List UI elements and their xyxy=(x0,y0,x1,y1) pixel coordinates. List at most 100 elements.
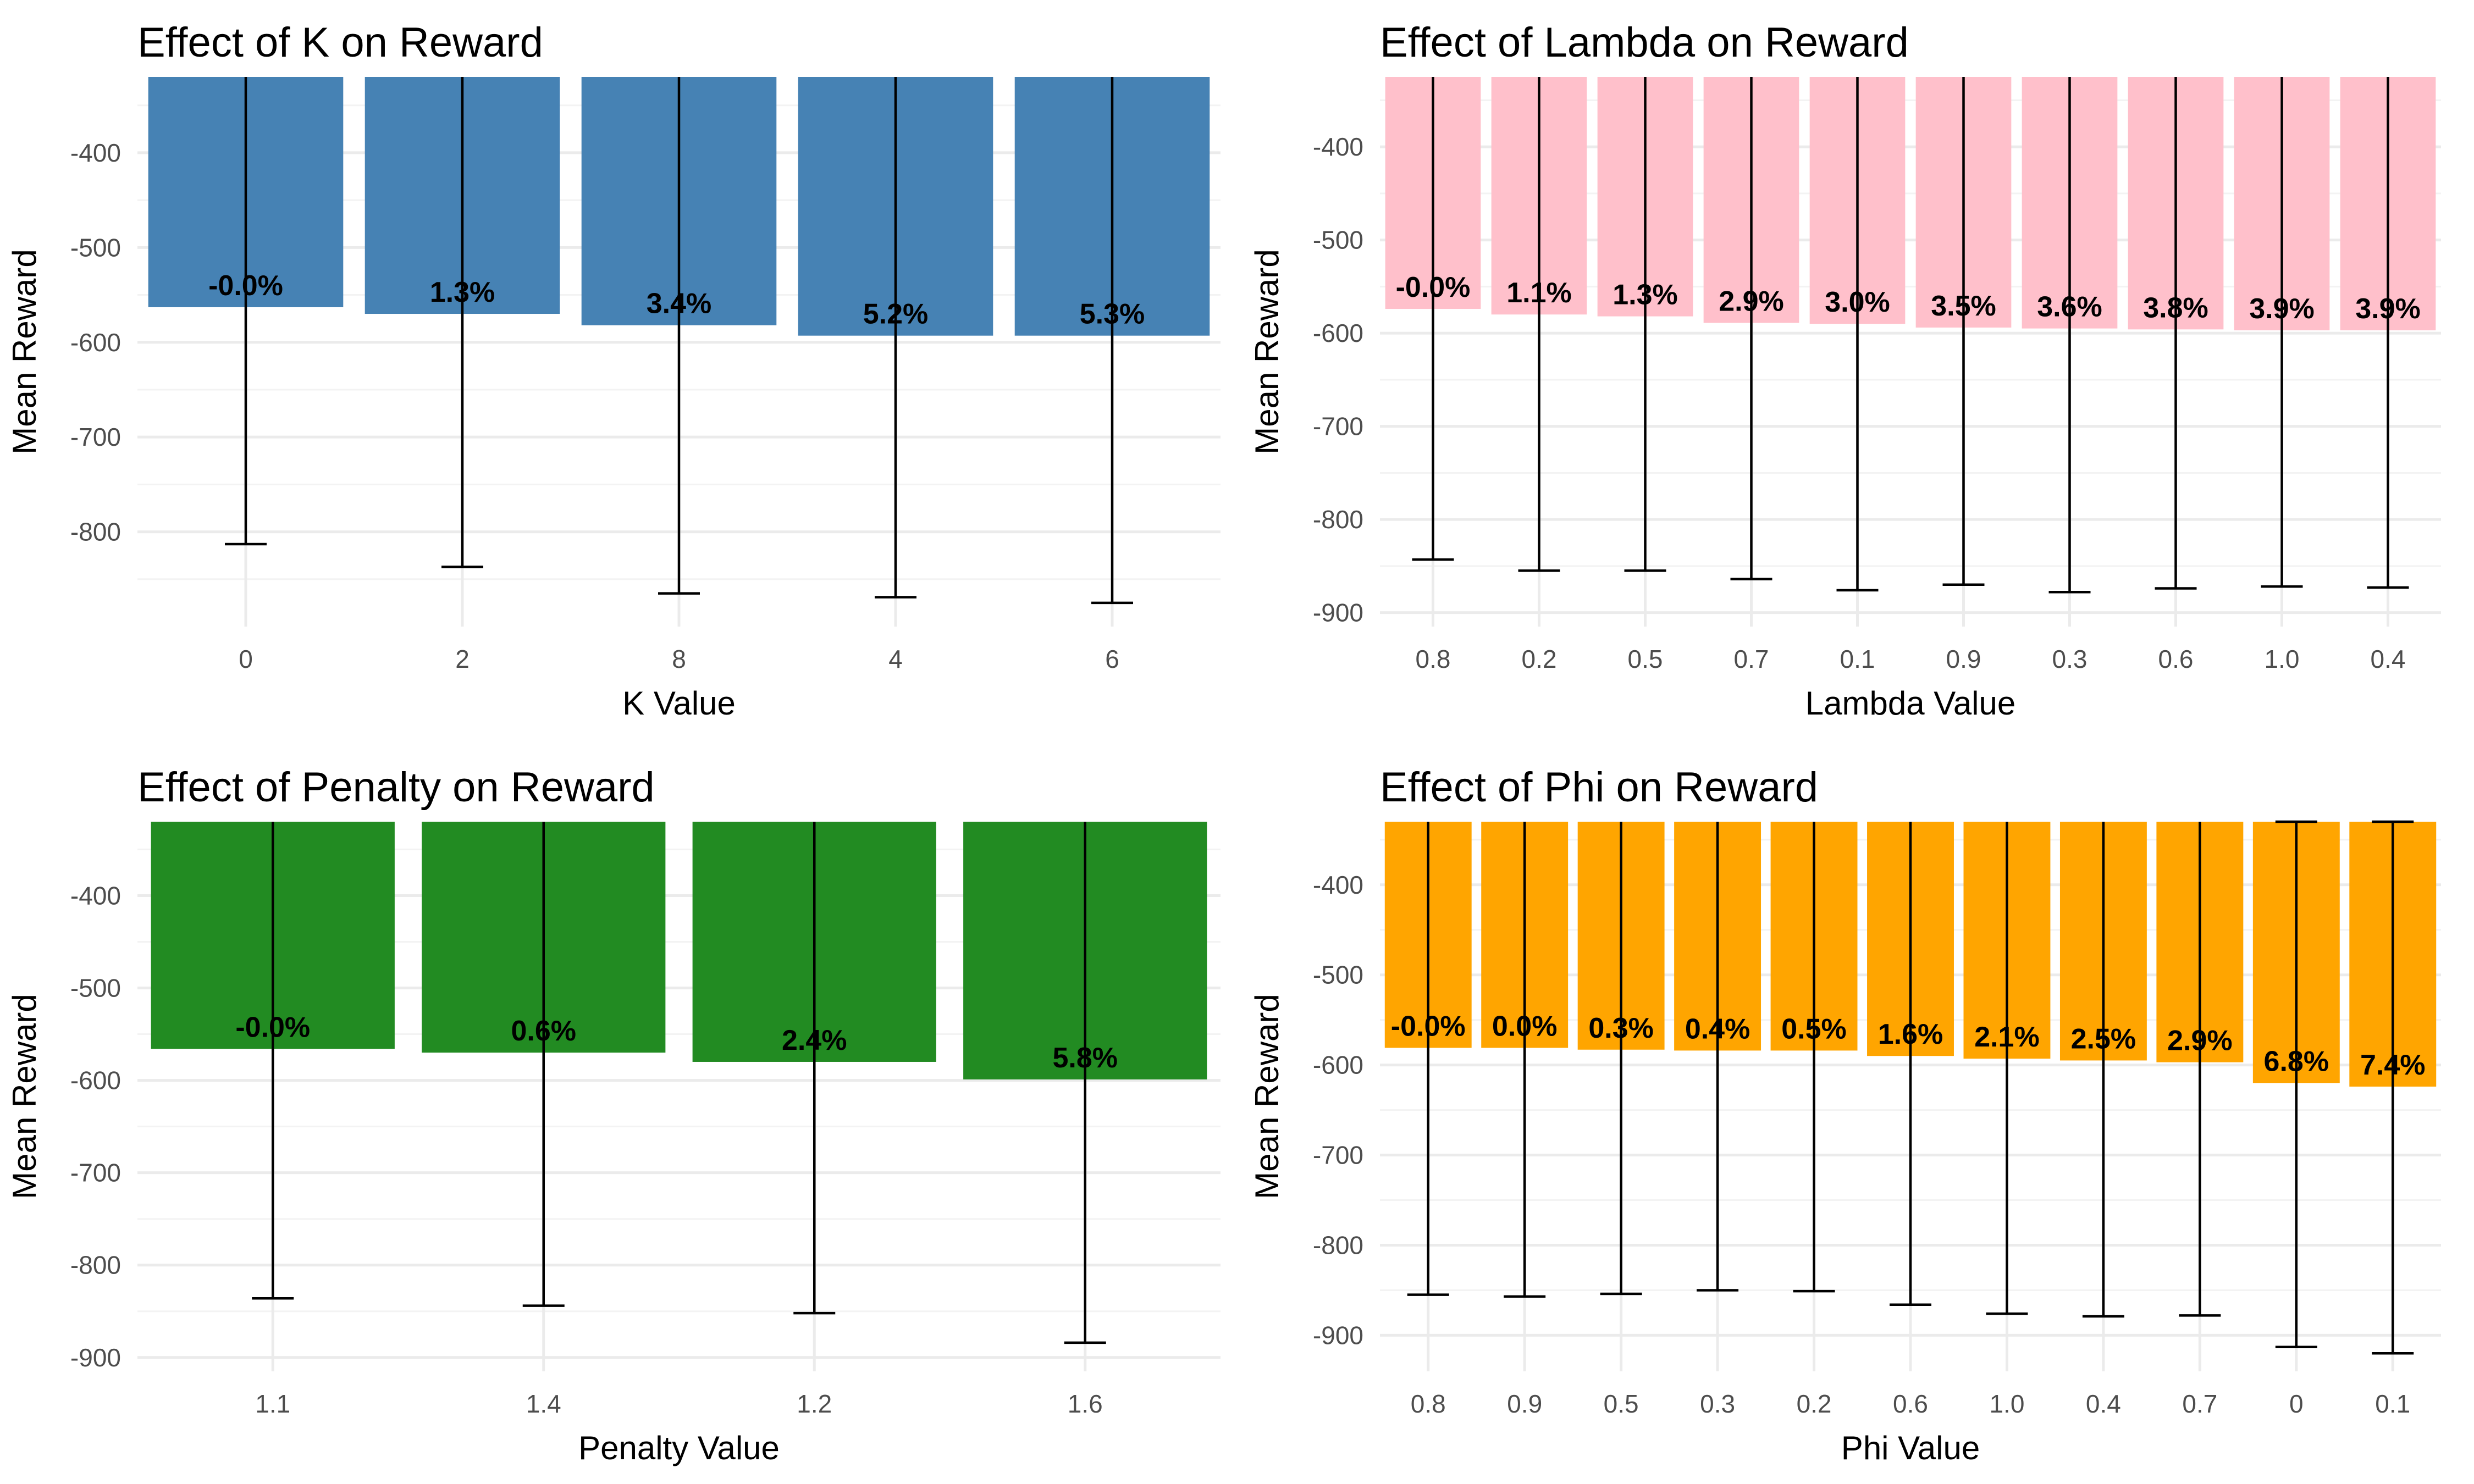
y-tick-label: -400 xyxy=(1313,871,1363,899)
y-tick-label: -600 xyxy=(70,1066,121,1095)
y-tick-label: -900 xyxy=(1313,1321,1363,1349)
bar-value-label: 3.0% xyxy=(1825,286,1890,318)
x-tick-label: 1.2 xyxy=(797,1389,832,1418)
bar-value-label: 0.0% xyxy=(1492,1010,1558,1042)
chart-penalty: -400 -500 -600 -700 -800 -900 -0.0% 0.6% 2.4% 5.8… xyxy=(6,822,1221,1466)
chart-k: -400 -500 -600 -700 -800 -0.0% 1.3% 3.4% 5.2% 5.3… xyxy=(6,77,1221,722)
x-tick-label: 0.6 xyxy=(1893,1389,1928,1418)
plot-area: -400 -500 -600 -700 -800 -900 -0.0% 0.0% 0.3% 0.4… xyxy=(1249,820,2441,1466)
bar-value-label: 6.8% xyxy=(2264,1045,2329,1077)
y-tick-label: -900 xyxy=(70,1343,121,1372)
y-tick-label: -900 xyxy=(1313,599,1363,627)
x-tick-label: 6 xyxy=(1105,645,1119,673)
plot-area: -400 -500 -600 -700 -800 -900 -0.0% 0.6% 2.4% 5.8… xyxy=(6,822,1221,1466)
bar-value-label: 5.8% xyxy=(1052,1042,1118,1074)
y-tick-label: -700 xyxy=(1313,1141,1363,1170)
bar-value-label: 2.9% xyxy=(2167,1025,2233,1057)
chart-title: Effect of Lambda on Reward xyxy=(1380,19,1909,66)
chart-title: Effect of Penalty on Reward xyxy=(137,764,655,811)
bar-value-label: 2.1% xyxy=(1974,1021,2040,1053)
bar-value-label: 1.3% xyxy=(1612,279,1678,311)
y-tick-label: -800 xyxy=(1313,505,1363,534)
y-tick-label: -400 xyxy=(70,881,121,910)
bar-value-label: 1.6% xyxy=(1878,1018,1943,1050)
panel-k: Effect of K on Reward -400 -500 -600 -700 -8… xyxy=(6,19,1237,731)
x-tick-label: 4 xyxy=(888,645,903,673)
x-tick-label: 0.7 xyxy=(1734,645,1769,673)
y-tick-label: -600 xyxy=(1313,319,1363,347)
x-tick-label: 0.9 xyxy=(1946,645,1981,673)
x-tick-label: 0.5 xyxy=(1604,1389,1639,1418)
panel-lambda: Effect of Lambda on Reward -400 -500 -600 -… xyxy=(1249,19,2458,731)
x-axis-title: K Value xyxy=(622,685,736,722)
y-tick-label: -800 xyxy=(1313,1231,1363,1259)
y-tick-label: -800 xyxy=(70,1251,121,1280)
x-tick-label: 1.6 xyxy=(1068,1389,1103,1418)
y-tick-label: -800 xyxy=(70,518,121,546)
x-tick-label: 0.1 xyxy=(2375,1389,2410,1418)
y-tick-label: -400 xyxy=(1313,132,1363,161)
bar-value-label: 3.8% xyxy=(2143,292,2208,324)
y-axis-title: Mean Reward xyxy=(1249,994,1285,1199)
x-tick-label: 0.8 xyxy=(1411,1389,1446,1418)
y-tick-label: -500 xyxy=(70,233,121,262)
x-axis-title: Penalty Value xyxy=(578,1430,780,1466)
x-axis-title: Phi Value xyxy=(1841,1430,1980,1466)
x-tick-label: 0.4 xyxy=(2086,1389,2121,1418)
bar-value-label: -0.0% xyxy=(235,1011,310,1043)
bar-value-label: 3.9% xyxy=(2249,293,2315,325)
x-tick-label: 0.1 xyxy=(1840,645,1875,673)
panel-penalty: Effect of Penalty on Reward -400 -500 -600… xyxy=(6,764,1237,1476)
x-tick-label: 0.3 xyxy=(1700,1389,1735,1418)
x-tick-label: 0.2 xyxy=(1797,1389,1832,1418)
x-tick-label: 0.9 xyxy=(1507,1389,1542,1418)
chart-lambda: -400 -500 -600 -700 -800 -900 -0.0% 1.1% 1.3% 2.9… xyxy=(1249,77,2441,722)
bar-value-label: 5.2% xyxy=(863,298,929,330)
y-tick-label: -600 xyxy=(70,328,121,357)
x-tick-label: 0 xyxy=(2289,1389,2304,1418)
x-tick-label: 1.0 xyxy=(2265,645,2300,673)
x-tick-label: 1.1 xyxy=(255,1389,290,1418)
chart-phi: -400 -500 -600 -700 -800 -900 -0.0% 0.0% 0.3% 0.4… xyxy=(1249,820,2441,1466)
bar-value-label: -0.0% xyxy=(1396,272,1471,303)
x-tick-label: 0.8 xyxy=(1416,645,1451,673)
bar-value-label: -0.0% xyxy=(1391,1010,1466,1042)
chart-title: Effect of K on Reward xyxy=(137,19,543,66)
bar-value-label: 3.6% xyxy=(2037,291,2102,323)
bar-value-label: 3.5% xyxy=(1931,290,1996,322)
bar-value-label: -0.0% xyxy=(208,270,283,302)
x-tick-label: 0.3 xyxy=(2052,645,2088,673)
x-tick-label: 0.2 xyxy=(1522,645,1557,673)
x-tick-label: 0.5 xyxy=(1628,645,1663,673)
bar-value-label: 0.5% xyxy=(1781,1013,1847,1045)
x-tick-label: 2 xyxy=(455,645,470,673)
bar-value-label: 7.4% xyxy=(2360,1049,2426,1081)
panel-phi: Effect of Phi on Reward -400 -500 -600 -700… xyxy=(1249,764,2458,1476)
y-axis-title: Mean Reward xyxy=(6,994,43,1199)
bar-value-label: 2.9% xyxy=(1719,285,1784,317)
y-tick-label: -400 xyxy=(70,139,121,167)
y-axis-title: Mean Reward xyxy=(6,249,43,455)
bar-value-label: 3.9% xyxy=(2355,293,2421,325)
y-tick-label: -600 xyxy=(1313,1051,1363,1079)
x-axis-title: Lambda Value xyxy=(1805,685,2016,722)
chart-title: Effect of Phi on Reward xyxy=(1380,764,1819,811)
bar-value-label: 1.1% xyxy=(1506,277,1572,309)
bar-value-label: 0.6% xyxy=(511,1015,576,1047)
x-tick-label: 8 xyxy=(672,645,686,673)
plot-area: -400 -500 -600 -700 -800 -900 -0.0% 1.1% 1.3% 2.9… xyxy=(1249,77,2441,722)
bar-value-label: 1.3% xyxy=(430,276,495,308)
y-axis-title: Mean Reward xyxy=(1249,249,1285,455)
bar-value-label: 2.4% xyxy=(782,1025,847,1056)
bar-value-label: 3.4% xyxy=(647,288,712,320)
y-tick-label: -700 xyxy=(70,423,121,451)
y-tick-label: -500 xyxy=(1313,226,1363,254)
x-tick-label: 0.6 xyxy=(2158,645,2194,673)
bar-value-label: 0.3% xyxy=(1588,1012,1654,1044)
x-tick-label: 1.0 xyxy=(1989,1389,2024,1418)
x-tick-label: 0 xyxy=(239,645,253,673)
x-tick-label: 0.4 xyxy=(2371,645,2406,673)
y-tick-label: -500 xyxy=(1313,961,1363,989)
y-tick-label: -700 xyxy=(70,1159,121,1187)
bar-value-label: 0.4% xyxy=(1685,1013,1750,1045)
